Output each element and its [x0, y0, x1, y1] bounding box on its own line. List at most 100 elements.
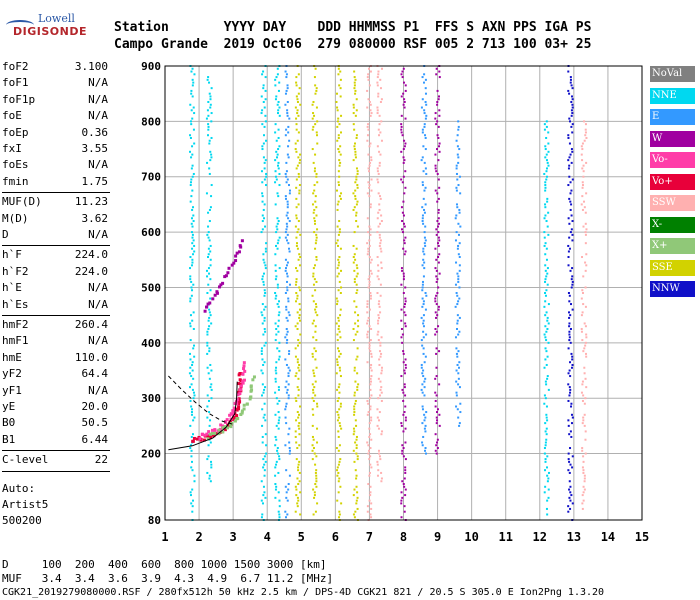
- echo-point: [205, 117, 208, 120]
- echo-point: [379, 78, 382, 81]
- echo-point: [208, 92, 211, 95]
- echo-point: [581, 311, 584, 314]
- trace-point: [239, 384, 243, 388]
- echo-point: [336, 339, 339, 342]
- echo-point: [544, 203, 547, 206]
- echo-point: [356, 507, 359, 510]
- echo-point: [420, 159, 423, 162]
- echo-point: [380, 267, 383, 270]
- param-value: N/A: [88, 158, 108, 172]
- trace-point: [205, 432, 209, 436]
- echo-point: [583, 120, 586, 123]
- echo-point: [581, 380, 584, 383]
- echo-point: [567, 510, 570, 513]
- trace-point: [229, 425, 233, 429]
- echo-point: [423, 123, 426, 126]
- echo-point: [422, 336, 425, 339]
- echo-point: [582, 471, 585, 474]
- y-tick-label: 200: [141, 448, 161, 461]
- echo-point: [436, 220, 439, 223]
- echo-point: [457, 333, 460, 336]
- echo-point: [264, 386, 267, 389]
- param-row: MUF(D) 11.23: [2, 195, 108, 208]
- echo-point: [434, 112, 437, 115]
- echo-point: [339, 336, 342, 339]
- echo-point: [337, 386, 340, 389]
- echo-point: [570, 435, 573, 438]
- echo-point: [278, 355, 281, 358]
- echo-point: [435, 233, 438, 236]
- echo-point: [378, 358, 381, 361]
- echo-point: [422, 352, 425, 355]
- param-name: C-level: [2, 453, 49, 467]
- echo-point: [190, 109, 193, 112]
- echo-point: [369, 408, 372, 411]
- echo-point: [437, 231, 440, 234]
- echo-point: [368, 474, 371, 477]
- echo-point: [435, 394, 438, 397]
- echo-point: [584, 123, 587, 126]
- echo-point: [379, 380, 382, 383]
- legend-item: SSW: [650, 195, 695, 211]
- echo-point: [402, 214, 405, 217]
- echo-point: [277, 148, 280, 151]
- echo-point: [262, 142, 265, 145]
- echo-point: [288, 447, 291, 450]
- echo-point: [584, 261, 587, 264]
- echo-point: [366, 361, 369, 364]
- echo-point: [298, 161, 301, 164]
- echo-point: [189, 278, 192, 281]
- echo-point: [189, 103, 192, 106]
- echo-point: [438, 150, 441, 153]
- echo-point: [311, 408, 314, 411]
- echo-point: [314, 394, 317, 397]
- echo-point: [356, 458, 359, 461]
- echo-point: [378, 363, 381, 366]
- trace-point: [221, 426, 225, 430]
- echo-point: [456, 145, 459, 148]
- echo-point: [286, 280, 289, 283]
- trace-point: [233, 419, 237, 423]
- echo-point: [277, 386, 280, 389]
- echo-point: [435, 444, 438, 447]
- echo-point: [401, 231, 404, 234]
- echo-point: [190, 411, 193, 414]
- trace-point: [227, 266, 231, 270]
- echo-point: [206, 333, 209, 336]
- echo-point: [378, 203, 381, 206]
- echo-point: [274, 78, 277, 81]
- echo-point: [403, 383, 406, 386]
- echo-point: [190, 92, 193, 95]
- echo-point: [421, 372, 424, 375]
- echo-point: [338, 195, 341, 198]
- echo-point: [353, 128, 356, 131]
- echo-point: [208, 377, 211, 380]
- echo-point: [544, 292, 547, 294]
- echo-point: [206, 275, 209, 278]
- echo-point: [546, 225, 549, 228]
- echo-point: [288, 283, 291, 286]
- echo-point: [582, 499, 585, 502]
- echo-point: [376, 408, 379, 411]
- echo-point: [568, 325, 571, 328]
- echo-point: [356, 170, 359, 173]
- echo-point: [434, 297, 437, 300]
- echo-point: [299, 333, 302, 336]
- echo-point: [457, 416, 460, 419]
- echo-point: [278, 499, 281, 502]
- echo-point: [437, 178, 440, 181]
- echo-point: [568, 236, 571, 239]
- echo-point: [316, 228, 319, 231]
- echo-point: [567, 184, 570, 187]
- echo-point: [571, 103, 574, 106]
- echo-point: [263, 402, 266, 405]
- echo-point: [274, 322, 277, 325]
- echo-point: [438, 239, 441, 242]
- echo-point: [582, 164, 585, 167]
- echo-point: [402, 247, 405, 250]
- echo-point: [294, 355, 297, 358]
- echo-point: [437, 256, 440, 259]
- echo-point: [295, 278, 298, 281]
- echo-point: [297, 499, 300, 502]
- trace-point: [229, 412, 233, 416]
